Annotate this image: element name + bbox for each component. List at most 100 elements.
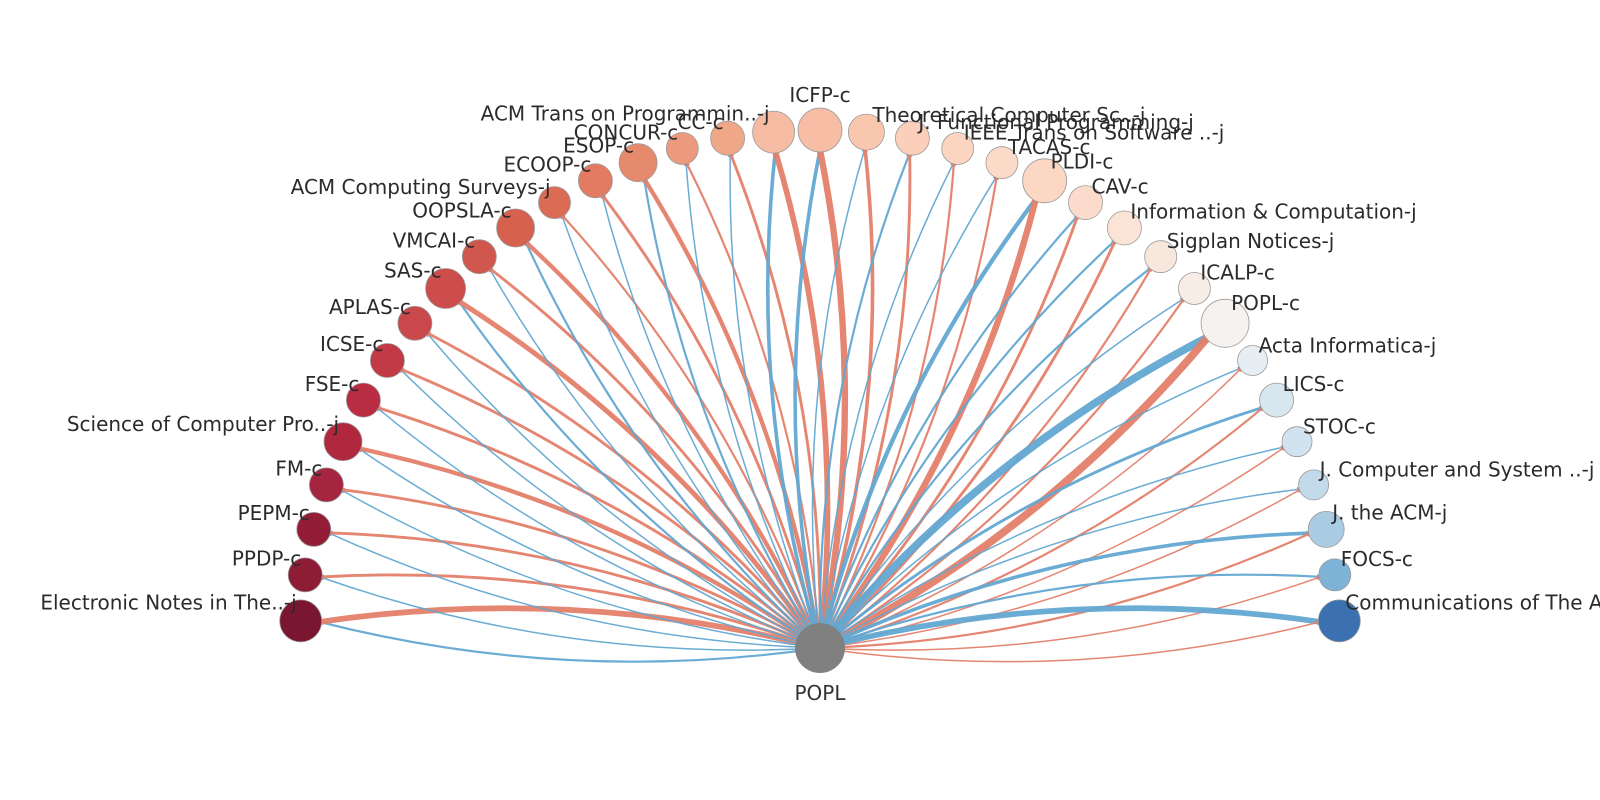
node-label-acm-trans-on-programmin-j: ACM Trans on Programmin..-j: [481, 102, 770, 126]
node-label-focs-c: FOCS-c: [1341, 547, 1413, 571]
edge-out-oopsla-c: [524, 240, 821, 649]
edge-out-pepm-c: [327, 532, 821, 649]
node-label-pepm-c: PEPM-c: [238, 501, 310, 525]
node-label-oopsla-c: OOPSLA-c: [412, 199, 511, 223]
node-pepm-c[interactable]: [296, 512, 332, 547]
node-esop-c[interactable]: [618, 143, 658, 183]
node-label-information-computation-j: Information & Computation-j: [1130, 200, 1416, 224]
edge-in-fm-c: [339, 487, 821, 650]
edge-in-icalp-c: [819, 297, 1186, 649]
node-label-cc-c: CC-c: [677, 110, 723, 134]
node-lics-c[interactable]: [1259, 382, 1294, 418]
node-label-fse-c: FSE-c: [305, 372, 360, 396]
edge-out-aplas-c: [425, 331, 821, 649]
edge-out-sigplan-notices-j: [819, 266, 1153, 649]
edge-out-j-functional-programming-j: [818, 152, 911, 649]
node-science-of-computer-pro-j[interactable]: [323, 422, 363, 462]
node-acm-computing-surveys-j[interactable]: [538, 186, 571, 220]
node-cc-c[interactable]: [710, 120, 745, 156]
center-node-popl[interactable]: [795, 623, 845, 673]
node-fm-c[interactable]: [308, 467, 344, 503]
edge-in-icse-c: [398, 367, 822, 650]
node-label-ecoop-c: ECOOP-c: [503, 153, 591, 177]
node-electronic-notes-in-the-j[interactable]: [279, 599, 323, 643]
node-oopsla-c[interactable]: [496, 208, 535, 248]
node-theoretical-computer-sc-j[interactable]: [848, 113, 885, 151]
node-label-j-functional-programming-j: J. Functional Programming-j: [916, 110, 1193, 134]
node-label-esop-c: ESOP-c: [563, 133, 634, 157]
node-ieee-trans-on-software-j[interactable]: [941, 132, 975, 165]
node-label-electronic-notes-in-the-j: Electronic Notes in The..-j: [40, 590, 296, 614]
node-label-icse-c: ICSE-c: [320, 332, 383, 356]
node-j-the-acm-j[interactable]: [1307, 511, 1345, 548]
node-fse-c[interactable]: [345, 382, 381, 418]
node-j-computer-and-system-j[interactable]: [1298, 469, 1329, 501]
node-icfp-c[interactable]: [797, 107, 843, 153]
edge-out-science-of-computer-pro-j: [357, 447, 821, 649]
node-ppdp-c[interactable]: [287, 557, 323, 593]
edge-out-icfp-c: [793, 149, 822, 649]
node-label-aplas-c: APLAS-c: [329, 295, 411, 319]
edge-in-electronic-notes-in-the-j: [318, 605, 821, 651]
node-label-communications-of-the-ac: Communications of The AC: [1345, 590, 1600, 614]
edge-out-icalp-c: [819, 297, 1186, 649]
edge-in-pldi-c: [817, 197, 1039, 650]
node-label-vmcai-c: VMCAI-c: [393, 228, 476, 252]
node-ecoop-c[interactable]: [578, 163, 613, 199]
node-label-acta-informatica-j: Acta Informatica-j: [1259, 333, 1437, 357]
node-focs-c[interactable]: [1318, 558, 1352, 592]
edge-in-j-functional-programming-j: [818, 152, 913, 649]
edge-out-j-the-acm-j: [819, 530, 1312, 650]
node-label-acm-computing-surveys-j: ACM Computing Surveys-j: [291, 175, 551, 199]
node-vmcai-c[interactable]: [461, 239, 497, 275]
node-label-stoc-c: STOC-c: [1303, 414, 1376, 438]
node-concur-c[interactable]: [665, 132, 699, 165]
node-icalp-c[interactable]: [1178, 272, 1211, 305]
edge-out-ppdp-c: [319, 575, 821, 651]
node-label-pldi-c: PLDI-c: [1051, 150, 1114, 174]
edge-out-esop-c: [642, 177, 821, 649]
node-icse-c[interactable]: [369, 343, 405, 378]
node-aplas-c[interactable]: [397, 305, 433, 341]
edge-in-sas-c: [457, 298, 823, 650]
node-information-computation-j[interactable]: [1107, 210, 1142, 246]
node-j-functional-programming-j[interactable]: [895, 120, 930, 156]
labels-layer: Electronic Notes in The..-j PPDP-c PEPM-c F…: [40, 83, 1600, 614]
edge-out-pldi-c: [817, 197, 1038, 649]
edge-in-j-computer-and-system-j: [819, 488, 1303, 649]
edge-in-popl-c: [818, 334, 1211, 652]
edge-out-focs-c: [819, 573, 1322, 650]
edge-in-cc-c: [728, 152, 822, 649]
node-acm-trans-on-programmin-j[interactable]: [752, 110, 795, 154]
node-acta-informatica-j[interactable]: [1237, 345, 1268, 376]
edge-in-information-computation-j: [819, 239, 1117, 650]
edge-out-theoretical-computer-sc-j: [811, 147, 867, 649]
edge-in-icfp-c: [816, 149, 849, 649]
node-stoc-c[interactable]: [1281, 426, 1313, 458]
node-label-science-of-computer-pro-j: Science of Computer Pro..-j: [67, 412, 339, 436]
node-label-theoretical-computer-sc-j: Theoretical Computer Sc..-j: [871, 103, 1145, 127]
node-tacas-c[interactable]: [985, 146, 1019, 180]
edge-in-ppdp-c: [319, 573, 821, 650]
node-label-ppdp-c: PPDP-c: [232, 547, 301, 571]
node-sigplan-notices-j[interactable]: [1144, 240, 1178, 274]
edge-in-acm-computing-surveys-j: [560, 213, 822, 649]
node-popl-c[interactable]: [1200, 298, 1250, 348]
node-pldi-c[interactable]: [1022, 158, 1067, 204]
node-label-icfp-c: ICFP-c: [789, 83, 850, 107]
edge-out-fse-c: [375, 406, 821, 649]
edge-in-ieee-trans-on-software-j: [819, 161, 957, 649]
edge-out-acm-computing-surveys-j: [560, 213, 821, 649]
edge-in-focs-c: [819, 575, 1322, 651]
edge-out-lics-c: [819, 405, 1265, 650]
node-sas-c[interactable]: [425, 268, 467, 309]
edge-out-vmcai-c: [488, 267, 821, 649]
node-cav-c[interactable]: [1068, 185, 1103, 221]
edge-out-popl-c: [817, 333, 1210, 651]
node-label-fm-c: FM-c: [275, 457, 322, 481]
edge-in-vmcai-c: [488, 266, 822, 649]
node-communications-of-the-ac[interactable]: [1317, 599, 1361, 643]
node-label-sigplan-notices-j: Sigplan Notices-j: [1167, 229, 1335, 253]
node-label-tacas-c: TACAS-c: [1007, 135, 1091, 159]
edge-in-j-the-acm-j: [819, 532, 1312, 650]
